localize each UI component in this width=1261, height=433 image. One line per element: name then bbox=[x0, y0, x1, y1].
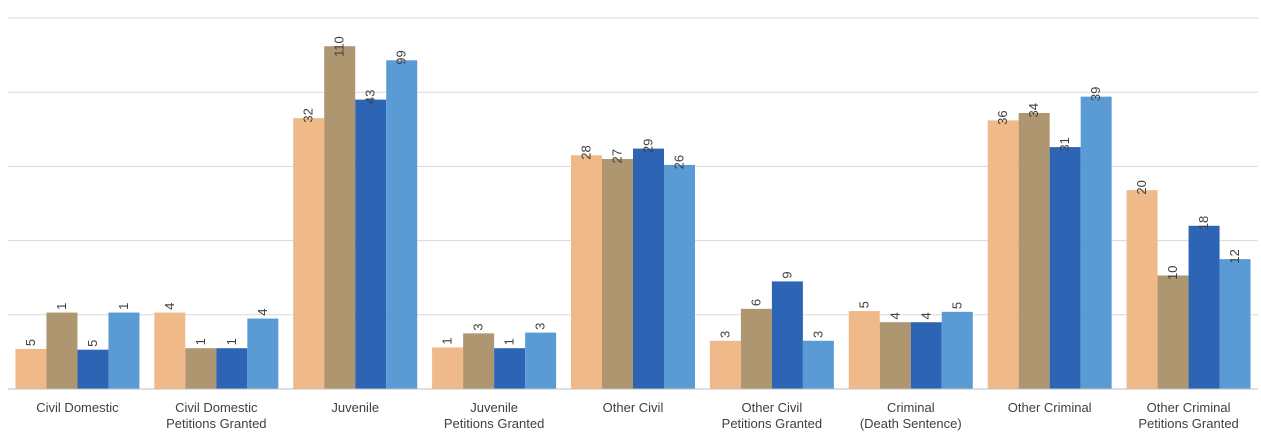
value-label: 3 bbox=[471, 323, 486, 330]
value-label: 36 bbox=[995, 110, 1010, 124]
value-label: 28 bbox=[579, 145, 594, 159]
bar bbox=[1188, 225, 1220, 389]
value-label: 1 bbox=[54, 303, 69, 310]
value-label: 9 bbox=[779, 271, 794, 278]
bar bbox=[154, 312, 186, 389]
category-label: Other Criminal bbox=[1008, 400, 1092, 415]
bar bbox=[1018, 112, 1050, 389]
bar bbox=[463, 333, 495, 389]
value-label: 5 bbox=[85, 340, 100, 347]
bar bbox=[910, 322, 942, 389]
bar bbox=[941, 311, 973, 389]
bar bbox=[355, 99, 387, 390]
bar bbox=[15, 348, 47, 389]
category-label: Civil Domestic bbox=[36, 400, 119, 415]
value-label: 29 bbox=[641, 139, 656, 153]
value-label: 3 bbox=[717, 331, 732, 338]
bar bbox=[1157, 275, 1189, 389]
bar bbox=[293, 118, 325, 390]
category-label: Civil Domestic Petitions Granted bbox=[166, 400, 266, 431]
value-label: 110 bbox=[332, 36, 347, 57]
bar bbox=[525, 332, 557, 389]
bar bbox=[216, 348, 248, 389]
bar bbox=[432, 347, 464, 389]
bar bbox=[46, 312, 78, 389]
value-label: 4 bbox=[162, 303, 177, 310]
value-label: 34 bbox=[1026, 103, 1041, 117]
value-label: 5 bbox=[23, 339, 38, 346]
category-label: Juvenile Petitions Granted bbox=[444, 400, 544, 431]
value-label: 1 bbox=[193, 338, 208, 345]
bar bbox=[386, 60, 418, 389]
bar bbox=[494, 348, 526, 389]
bar bbox=[602, 158, 633, 389]
bar bbox=[185, 348, 217, 389]
value-label: 10 bbox=[1165, 265, 1180, 279]
value-label: 4 bbox=[887, 312, 902, 319]
value-label: 43 bbox=[363, 90, 378, 104]
value-label: 6 bbox=[748, 299, 763, 306]
value-label: 99 bbox=[394, 50, 409, 64]
value-label: 12 bbox=[1227, 249, 1242, 263]
bars bbox=[15, 46, 1251, 390]
value-label: 1 bbox=[502, 338, 517, 345]
bar bbox=[802, 340, 834, 389]
value-label: 18 bbox=[1196, 216, 1211, 230]
value-label: 27 bbox=[610, 149, 625, 163]
value-label: 4 bbox=[918, 312, 933, 319]
bar bbox=[1049, 147, 1081, 389]
value-label: 1 bbox=[116, 303, 131, 310]
bar bbox=[1080, 96, 1112, 389]
bar bbox=[571, 155, 602, 389]
bar bbox=[740, 308, 772, 389]
bar bbox=[771, 281, 803, 389]
value-label: 20 bbox=[1134, 180, 1149, 194]
bar bbox=[664, 164, 695, 389]
value-label: 5 bbox=[949, 302, 964, 309]
bar bbox=[848, 311, 880, 389]
value-label: 3 bbox=[810, 331, 825, 338]
value-label: 3 bbox=[533, 323, 548, 330]
category-label: Other Civil Petitions Granted bbox=[722, 400, 822, 431]
bar bbox=[1126, 190, 1158, 389]
value-label: 26 bbox=[672, 155, 687, 169]
bar bbox=[324, 46, 356, 390]
value-label: 1 bbox=[224, 338, 239, 345]
bar bbox=[247, 318, 279, 389]
value-label: 1 bbox=[440, 337, 455, 344]
bar bbox=[77, 349, 109, 389]
bar bbox=[108, 312, 140, 389]
value-label: 5 bbox=[856, 301, 871, 308]
bar bbox=[709, 340, 741, 389]
value-label: 4 bbox=[255, 309, 270, 316]
value-label: 39 bbox=[1088, 87, 1103, 101]
category-labels: Civil Domestic Civil Domestic Petitions Gr… bbox=[36, 400, 1239, 431]
category-label: Other Criminal Petitions Granted bbox=[1138, 400, 1238, 431]
value-label: 32 bbox=[301, 108, 316, 122]
bar bbox=[987, 120, 1019, 389]
bar bbox=[879, 322, 911, 389]
bar bbox=[1219, 259, 1251, 389]
category-label: Other Civil bbox=[603, 400, 664, 415]
category-label: Juvenile bbox=[331, 400, 379, 415]
bar bbox=[633, 148, 664, 389]
category-label: Criminal (Death Sentence) bbox=[860, 400, 962, 431]
value-label: 31 bbox=[1057, 137, 1072, 151]
